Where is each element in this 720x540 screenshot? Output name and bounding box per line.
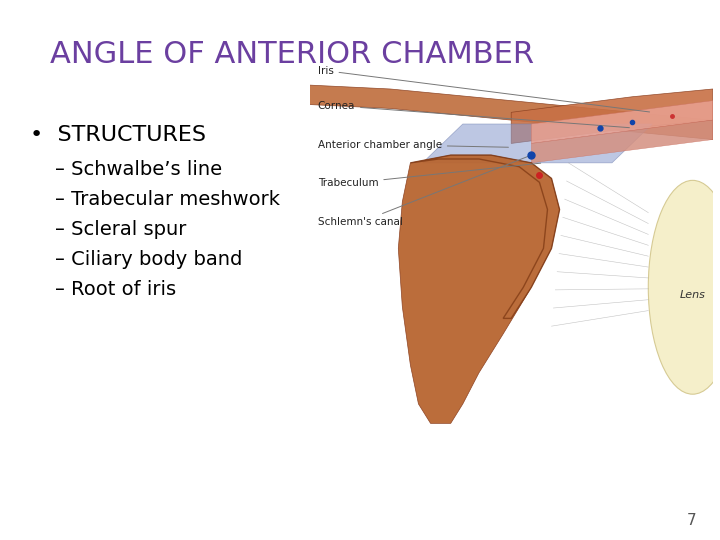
Text: •  STRUCTURES: • STRUCTURES xyxy=(30,125,206,145)
Polygon shape xyxy=(423,124,652,163)
Polygon shape xyxy=(531,120,713,163)
Text: ANGLE OF ANTERIOR CHAMBER: ANGLE OF ANTERIOR CHAMBER xyxy=(50,40,534,69)
Text: Lens: Lens xyxy=(680,290,706,300)
Polygon shape xyxy=(511,89,713,144)
Polygon shape xyxy=(398,155,559,423)
Polygon shape xyxy=(310,85,713,139)
Text: Trabeculum: Trabeculum xyxy=(318,163,541,188)
Text: 7: 7 xyxy=(686,513,696,528)
Text: – Schwalbe’s line: – Schwalbe’s line xyxy=(55,160,222,179)
Text: – Scleral spur: – Scleral spur xyxy=(55,220,186,239)
Ellipse shape xyxy=(648,180,720,394)
Text: Cornea: Cornea xyxy=(318,100,629,127)
Text: Anterior chamber angle: Anterior chamber angle xyxy=(318,139,508,150)
Polygon shape xyxy=(531,100,713,144)
Text: Iris: Iris xyxy=(318,66,649,112)
Text: – Trabecular meshwork: – Trabecular meshwork xyxy=(55,190,280,209)
Text: – Ciliary body band: – Ciliary body band xyxy=(55,250,243,269)
Text: – Root of iris: – Root of iris xyxy=(55,280,176,299)
Text: Schlemn's canal: Schlemn's canal xyxy=(318,156,528,227)
